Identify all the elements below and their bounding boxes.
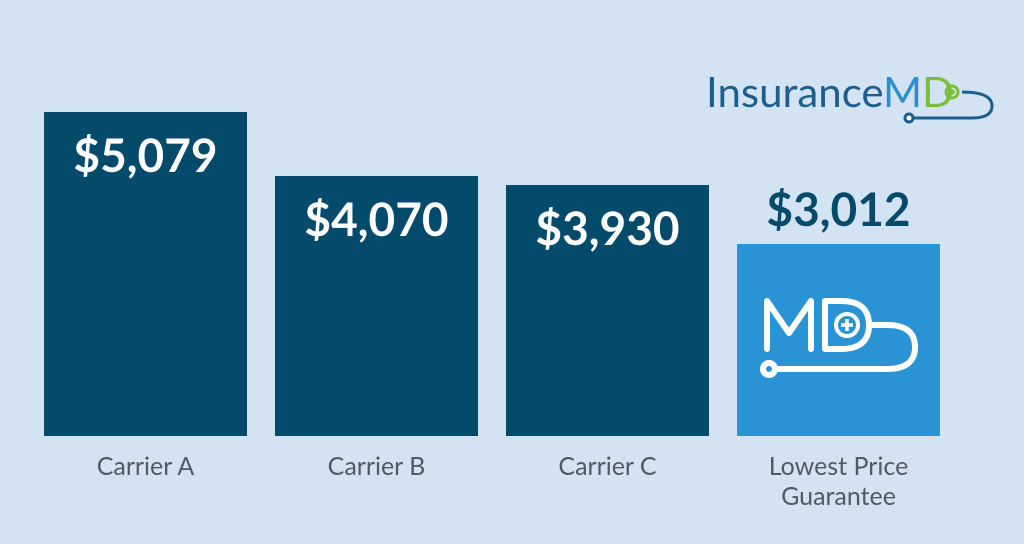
- logo-text: M: [883, 66, 922, 116]
- value-label: $5,079: [73, 127, 218, 182]
- bar: [275, 176, 478, 436]
- category-label: Lowest Price Guarantee: [768, 451, 909, 511]
- bar: [44, 112, 247, 436]
- category-label: Carrier B: [327, 451, 426, 481]
- logo: InsuranceMD: [706, 66, 954, 116]
- value-label: $3,930: [535, 200, 680, 256]
- value-label: $4,070: [304, 191, 449, 247]
- value-label: $3,012: [766, 180, 911, 236]
- logo-text: Insurance: [706, 66, 883, 116]
- category-label: Carrier A: [96, 451, 195, 481]
- logo-stethoscope: [903, 84, 994, 124]
- bar: [737, 243, 940, 436]
- category-label: Carrier C: [558, 451, 657, 481]
- bar: [506, 185, 709, 436]
- md-icon: [760, 297, 918, 378]
- logo-text: D: [922, 66, 954, 116]
